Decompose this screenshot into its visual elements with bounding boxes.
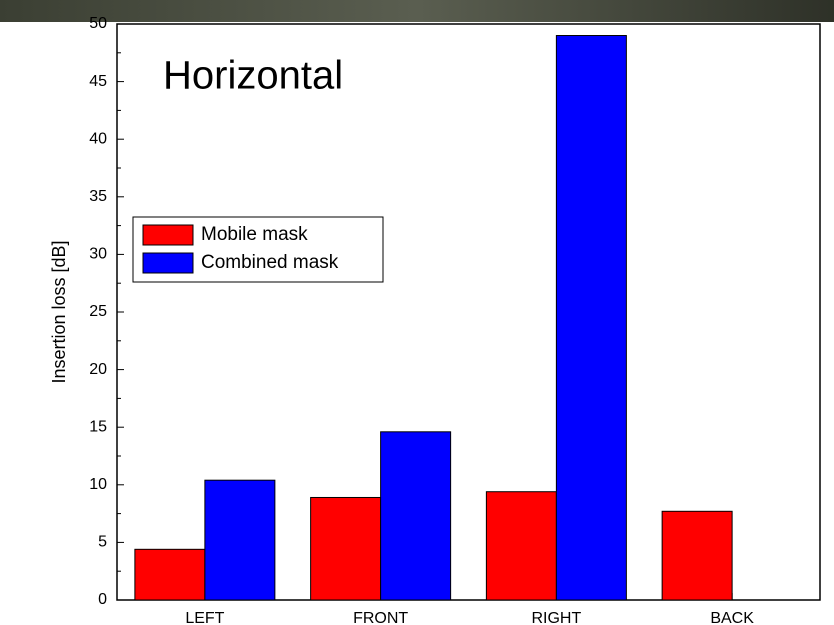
bar — [134, 548, 206, 601]
legend-label: Mobile mask — [201, 224, 308, 245]
annotation: Horizontal — [163, 54, 343, 98]
y-tick-label: 40 — [89, 130, 107, 147]
y-tick-label: 25 — [89, 303, 107, 320]
y-axis-label: Insertion loss [dB] — [49, 240, 69, 383]
bar — [555, 35, 627, 601]
y-tick-label: 30 — [89, 246, 107, 263]
bar — [204, 479, 276, 601]
y-tick-label: 10 — [89, 476, 107, 493]
legend-label: Combined mask — [201, 252, 339, 273]
bar — [485, 491, 557, 601]
y-tick-label: 5 — [98, 534, 107, 551]
legend: Mobile mask Combined mask — [132, 216, 384, 283]
y-tick-label: 20 — [89, 361, 107, 378]
x-tick-label: BACK — [710, 610, 754, 625]
photo-strip — [0, 0, 834, 22]
legend-swatch — [142, 252, 194, 274]
legend-swatch — [142, 224, 194, 246]
bar — [310, 496, 382, 601]
bar — [661, 510, 733, 601]
y-tick-label: 35 — [89, 188, 107, 205]
x-tick-label: LEFT — [185, 610, 224, 625]
y-tick-label: 0 — [98, 591, 107, 608]
x-tick-label: FRONT — [353, 610, 408, 625]
y-tick-label: 15 — [89, 418, 107, 435]
y-tick-label: 50 — [89, 15, 107, 32]
x-tick-label: RIGHT — [531, 610, 581, 625]
bar — [380, 431, 452, 601]
y-tick-label: 45 — [89, 73, 107, 90]
